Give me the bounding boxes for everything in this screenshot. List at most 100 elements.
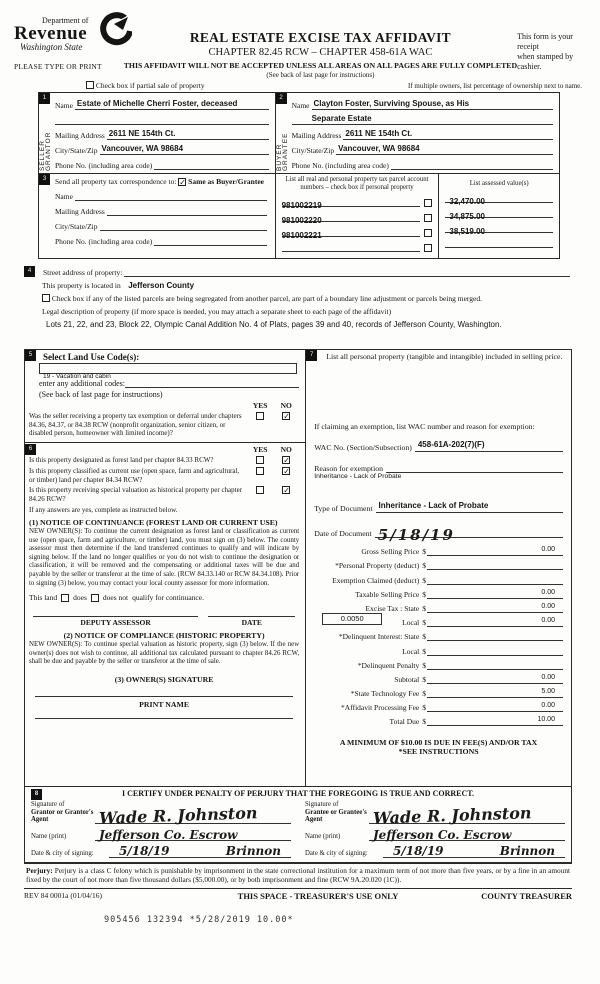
deferral-no-checkbox[interactable]: ✓ [282, 412, 291, 421]
subtotal-field[interactable]: 0.00 [426, 672, 563, 684]
seller-city-label: City/State/Zip [55, 146, 98, 155]
same-as-buyer-label: Same as Buyer/Grantee [188, 177, 264, 186]
date-label: DATE [208, 616, 296, 627]
state-technology-fee-field[interactable]: 5.00 [426, 686, 563, 699]
grantor-signature-field[interactable]: Wade R. Johnston [95, 803, 291, 827]
corr-name-field[interactable] [74, 190, 267, 201]
dor-swoosh-icon [92, 12, 133, 53]
section-1-number: 1 [39, 93, 50, 104]
see-back-note-2: (See back of last page for instructions) [39, 390, 163, 399]
exemption-claimed-field[interactable] [426, 573, 563, 585]
buyer-name2-field[interactable]: Separate Estate [291, 114, 553, 125]
money-row-excise-state: Excise Tax : State $0.00 [314, 599, 563, 613]
seller-grantor-side-label: SELLER GRANTOR [39, 131, 52, 171]
personal-property-checkbox[interactable] [424, 214, 433, 222]
grantee-date-city-field[interactable]: 5/18/19 Brinnon [383, 842, 565, 858]
notice-continuance-body: NEW OWNER(S): To continue the current de… [29, 528, 300, 587]
reason-label: Reason for exemption [314, 464, 384, 473]
personal-property-note: List all personal property (tangible and… [326, 352, 563, 361]
additional-codes-field[interactable] [124, 387, 300, 388]
historic-no-checkbox[interactable]: ✓ [282, 486, 291, 495]
middle-columns: 5 Select Land Use Code(s): 19 - Vacation… [24, 349, 572, 787]
delinquent-penalty-field[interactable] [426, 658, 563, 670]
corr-phone-field[interactable] [154, 235, 267, 246]
parcel-number-field[interactable]: 981002221 [281, 225, 421, 240]
deferral-yes-checkbox[interactable] [256, 412, 265, 420]
affidavit-processing-fee-field[interactable]: 0.00 [426, 700, 563, 713]
revenue-wordmark: Revenue [14, 23, 88, 44]
assessed-value-field[interactable]: 32,470.00 [445, 191, 553, 206]
print-name-line[interactable] [35, 717, 294, 719]
buyer-city-label: City/State/Zip [291, 146, 335, 155]
seller-name-field[interactable]: Estate of Michelle Cherri Foster, deceas… [74, 99, 269, 110]
located-in-value: Jefferson County [128, 281, 195, 290]
seller-name2-field[interactable] [55, 114, 269, 125]
local-rate-box: 0.0050 [322, 612, 383, 625]
located-in-label: This property is located in [42, 281, 121, 290]
personal-property-checkbox[interactable] [424, 229, 433, 237]
gross-selling-price-field[interactable]: 0.00 [426, 544, 563, 557]
yes-no-header-2: YES NO [252, 444, 292, 454]
owners-signature-line[interactable] [35, 695, 294, 697]
excise-tax-local-field[interactable]: 0.00 [426, 615, 563, 628]
wac-label: WAC No. (Section/Subsection) [314, 443, 412, 452]
delinquent-interest-local-field[interactable] [426, 644, 563, 656]
land-use-column: 5 Select Land Use Code(s): 19 - Vacation… [25, 350, 307, 786]
forest-no-checkbox[interactable]: ✓ [282, 455, 291, 465]
forest-yes-checkbox[interactable] [256, 455, 265, 464]
same-as-buyer-checkbox[interactable]: ✓ [178, 178, 187, 187]
money-row-gross: Gross Selling Price $0.00 [314, 542, 563, 557]
does-checkbox[interactable] [61, 593, 70, 602]
grantor-date-city-field[interactable]: 5/18/19 Brinnon [109, 842, 291, 858]
buyer-phone-label: Phone No. (including area code) [291, 161, 389, 170]
if-yes-note: If any answers are yes, complete as inst… [29, 506, 178, 514]
assessed-value-field[interactable] [445, 236, 553, 248]
deferral-question-row: Was the seller receiving a property tax … [29, 412, 299, 438]
excise-tax-state-field[interactable]: 0.00 [426, 601, 563, 613]
does-not-checkbox[interactable] [90, 593, 99, 602]
total-due-field[interactable]: 10.00 [426, 714, 563, 727]
partial-sale-checkbox[interactable] [86, 81, 94, 89]
form-revision-label: REV 84 0001a (01/04/16) [24, 890, 102, 900]
minimum-fee-note: A MINIMUM OF $10.00 IS DUE IN FEE(S) AND… [339, 738, 538, 757]
land-use-code-select[interactable]: 19 - Vacation and cabin [39, 363, 298, 380]
grantee-signature-block: Signature of Grantee or Grantee's Agent W… [305, 800, 565, 858]
seller-city-field[interactable]: Vancouver, WA 98684 [99, 144, 269, 155]
buyer-city-field[interactable]: Vancouver, WA 98684 [336, 144, 553, 155]
personal-property-checkbox[interactable] [424, 199, 433, 207]
forest-question-row: Is this property designated as forest la… [29, 455, 291, 465]
delinquent-interest-state-field[interactable] [426, 629, 563, 642]
seller-mailing-field[interactable]: 2611 NE 154th Ct. [106, 129, 269, 140]
street-address-field[interactable] [124, 276, 570, 277]
assessed-value-field[interactable]: 38,519.00 [445, 221, 553, 236]
parcel-row: 981002221 [281, 222, 433, 240]
parcel-number-field[interactable] [281, 240, 421, 252]
corr-mailing-field[interactable] [106, 205, 267, 216]
parcel-row [281, 237, 433, 252]
corr-city-field[interactable] [99, 220, 267, 231]
section-6-number: 6 [25, 443, 36, 455]
historic-yes-checkbox[interactable] [256, 486, 265, 494]
wac-number-field[interactable]: 458-61A-202(7)(F) [414, 440, 563, 452]
qualify-row: This land does does not qualify for cont… [29, 593, 204, 603]
parcel-number-field[interactable]: 981002219 [281, 195, 421, 210]
parcel-number-field[interactable]: 981002220 [281, 210, 421, 225]
current-use-no-checkbox[interactable]: ✓ [282, 467, 291, 476]
personal-property-checkbox[interactable] [424, 244, 433, 252]
current-use-yes-checkbox[interactable] [256, 467, 265, 475]
assessed-value-field[interactable]: 34,875.00 [445, 206, 553, 221]
section-2-number: 2 [275, 93, 287, 104]
reason-field[interactable] [386, 461, 563, 473]
grantee-print-name-field[interactable]: Jefferson Co. Escrow [369, 825, 565, 842]
grantor-print-name-field[interactable]: Jefferson Co. Escrow [95, 825, 291, 842]
grantee-signature-field[interactable]: Wade R. Johnston [369, 803, 565, 827]
segregated-checkbox[interactable] [42, 294, 50, 302]
doc-type-field[interactable]: Inheritance - Lack of Probate [375, 501, 563, 513]
taxable-selling-price-field[interactable]: 0.00 [426, 587, 563, 599]
buyer-mailing-field[interactable]: 2611 NE 154th Ct. [343, 129, 553, 140]
buyer-name-field[interactable]: Clayton Foster, Surviving Spouse, as His [311, 99, 553, 110]
doc-date-field[interactable]: 5/18/19 [374, 526, 563, 544]
buyer-phone-field[interactable] [390, 159, 553, 170]
personal-property-deduct-field[interactable] [426, 558, 563, 571]
seller-phone-field[interactable] [154, 159, 269, 170]
